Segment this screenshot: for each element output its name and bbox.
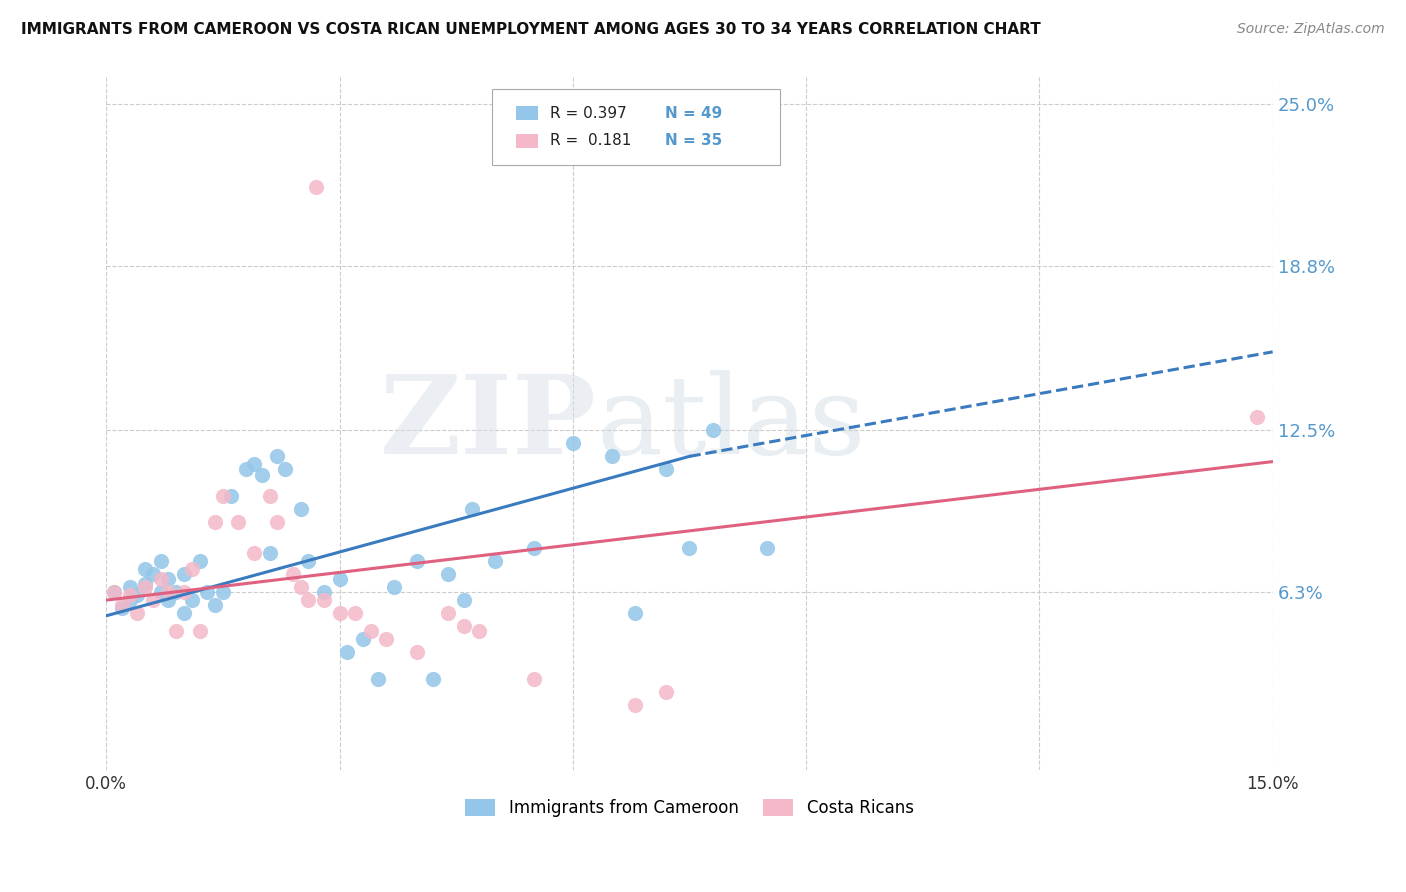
Point [259, 489, 281, 503]
Point [352, 632, 374, 647]
Point [250, 467, 273, 482]
Point [328, 572, 350, 586]
Point [655, 684, 678, 698]
Point [157, 585, 180, 599]
Point [266, 450, 288, 464]
Point [678, 541, 700, 555]
Point [290, 580, 312, 594]
Point [118, 593, 141, 607]
Point [180, 593, 202, 607]
Point [157, 572, 180, 586]
Text: ZIP: ZIP [380, 370, 596, 477]
Point [655, 462, 678, 476]
Point [312, 593, 335, 607]
Point [367, 672, 389, 686]
Point [118, 580, 141, 594]
Point [312, 585, 335, 599]
Point [375, 632, 398, 647]
Point [103, 585, 125, 599]
Point [344, 606, 367, 620]
Point [134, 562, 156, 576]
Point [382, 580, 405, 594]
Text: R =  0.181: R = 0.181 [550, 134, 631, 148]
Point [212, 489, 235, 503]
Point [127, 606, 149, 620]
Point [142, 566, 165, 581]
Point [118, 588, 141, 602]
Point [360, 624, 382, 639]
Point [219, 489, 242, 503]
Point [437, 566, 460, 581]
Point [1246, 410, 1268, 425]
Point [523, 541, 546, 555]
Point [290, 501, 312, 516]
Point [157, 593, 180, 607]
Point [266, 515, 288, 529]
Point [173, 566, 195, 581]
Point [453, 619, 475, 633]
Point [297, 554, 319, 568]
Point [149, 572, 172, 586]
Point [406, 554, 429, 568]
Point [149, 554, 172, 568]
Point [561, 436, 583, 450]
Point [305, 180, 328, 194]
Point [204, 515, 226, 529]
Text: IMMIGRANTS FROM CAMEROON VS COSTA RICAN UNEMPLOYMENT AMONG AGES 30 TO 34 YEARS C: IMMIGRANTS FROM CAMEROON VS COSTA RICAN … [21, 22, 1040, 37]
Point [259, 546, 281, 560]
Point [274, 462, 297, 476]
Point [228, 515, 250, 529]
Point [461, 501, 484, 516]
Point [188, 554, 211, 568]
Text: N = 35: N = 35 [665, 134, 723, 148]
Point [165, 585, 187, 599]
Point [468, 624, 491, 639]
Point [297, 593, 319, 607]
Point [212, 585, 235, 599]
Point [600, 450, 623, 464]
Point [173, 606, 195, 620]
Point [624, 606, 647, 620]
Point [165, 624, 187, 639]
Point [195, 585, 218, 599]
Point [134, 580, 156, 594]
Point [111, 599, 134, 613]
Point [406, 645, 429, 659]
Point [142, 593, 165, 607]
Point [453, 593, 475, 607]
Point [134, 577, 156, 591]
Point [243, 546, 266, 560]
Point [235, 462, 257, 476]
Point [702, 423, 724, 437]
Text: R = 0.397: R = 0.397 [550, 106, 627, 120]
Point [756, 541, 779, 555]
Point [624, 698, 647, 712]
Point [243, 457, 266, 471]
Point [127, 588, 149, 602]
Point [422, 672, 444, 686]
Text: Source: ZipAtlas.com: Source: ZipAtlas.com [1237, 22, 1385, 37]
Point [149, 585, 172, 599]
Point [103, 585, 125, 599]
Point [336, 645, 359, 659]
Point [281, 566, 304, 581]
Point [204, 599, 226, 613]
Point [437, 606, 460, 620]
Text: N = 49: N = 49 [665, 106, 723, 120]
Legend: Immigrants from Cameroon, Costa Ricans: Immigrants from Cameroon, Costa Ricans [458, 792, 921, 824]
Point [484, 554, 506, 568]
Text: atlas: atlas [596, 370, 866, 477]
Point [328, 606, 350, 620]
Point [180, 562, 202, 576]
Point [173, 585, 195, 599]
Point [188, 624, 211, 639]
Point [523, 672, 546, 686]
Point [111, 601, 134, 615]
